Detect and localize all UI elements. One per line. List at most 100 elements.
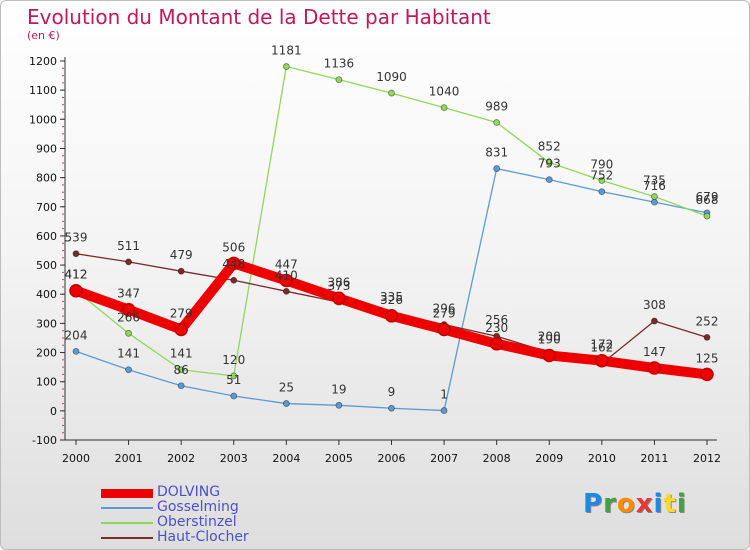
logo-letter: t: [663, 489, 677, 519]
data-label-oberstinzel: 1181: [271, 44, 302, 58]
data-label-gosselming: 86: [174, 363, 189, 377]
x-tick-label: 2009: [535, 452, 563, 465]
data-label-haut-clocher: 373: [327, 279, 350, 293]
data-label-haut-clocher: 479: [170, 248, 193, 262]
y-tick-label: 1200: [29, 55, 57, 68]
data-point-haut-clocher: [703, 333, 711, 341]
legend: DOLVING Gosselming Oberstinzel Haut-Clocher: [101, 484, 301, 545]
x-tick-label: 2003: [220, 452, 248, 465]
logo-letter: P: [583, 489, 604, 519]
data-point-dolving: [69, 283, 83, 298]
data-label-gosselming: 25: [279, 381, 294, 395]
data-point-oberstinzel: [125, 329, 132, 337]
legend-swatch: [101, 489, 153, 498]
logo-letter: o: [616, 489, 636, 519]
data-point-haut-clocher: [230, 276, 238, 284]
x-tick-label: 2005: [325, 452, 353, 465]
data-point-dolving: [647, 361, 662, 375]
logo-letter: i: [653, 489, 664, 519]
legend-swatch: [101, 507, 153, 509]
x-tick-label: 2008: [483, 452, 511, 465]
y-tick-label: -100: [32, 434, 57, 447]
data-label-oberstinzel: 1040: [429, 85, 460, 99]
data-label-dolving: 125: [696, 351, 719, 365]
data-label-oberstinzel: 1090: [376, 70, 407, 84]
data-point-oberstinzel: [545, 159, 553, 166]
data-label-dolving: 190: [538, 332, 561, 346]
data-label-gosselming: 9: [388, 385, 396, 399]
data-label-oberstinzel: 852: [538, 139, 561, 153]
data-label-haut-clocher: 162: [590, 341, 613, 355]
x-tick-label: 2010: [588, 452, 616, 465]
legend-item-haut-clocher: Haut-Clocher: [101, 529, 301, 545]
data-point-dolving: [489, 337, 504, 351]
data-point-dolving: [542, 348, 556, 363]
data-label-oberstinzel: 412: [65, 268, 88, 282]
data-point-dolving: [332, 291, 346, 306]
data-label-gosselming: 793: [538, 157, 561, 171]
y-tick-label: 200: [36, 347, 57, 360]
x-tick-label: 2007: [430, 452, 458, 465]
data-label-haut-clocher: 252: [696, 314, 719, 328]
legend-swatch: [101, 522, 153, 524]
y-tick-label: 0: [50, 405, 57, 418]
data-point-dolving: [384, 309, 399, 323]
data-label-haut-clocher: 256: [485, 313, 508, 327]
data-point-dolving: [279, 273, 294, 288]
data-point-oberstinzel: [335, 76, 343, 84]
data-point-haut-clocher: [72, 250, 80, 258]
legend-label: Haut-Clocher: [157, 529, 249, 545]
data-label-oberstinzel: 989: [485, 100, 508, 114]
data-point-dolving: [700, 367, 714, 382]
data-label-gosselming: 831: [485, 146, 508, 160]
legend-label: Gosselming: [157, 499, 239, 515]
data-label-haut-clocher: 200: [538, 330, 561, 344]
data-point-gosselming: [72, 347, 80, 355]
data-point-dolving: [437, 322, 451, 337]
data-point-oberstinzel: [230, 372, 238, 380]
data-point-dolving: [595, 353, 609, 368]
data-point-oberstinzel: [388, 89, 395, 97]
data-label-gosselming: 679: [696, 190, 719, 204]
x-tick-label: 2011: [640, 452, 668, 465]
y-tick-label: 1100: [29, 84, 57, 97]
data-label-gosselming: 141: [117, 347, 140, 361]
data-label-haut-clocher: 296: [433, 302, 456, 316]
legend-item-oberstinzel: Oberstinzel: [101, 514, 301, 530]
data-label-haut-clocher: 410: [275, 268, 298, 282]
x-tick-label: 2000: [62, 452, 90, 465]
data-point-dolving: [174, 322, 188, 337]
y-tick-label: 300: [36, 317, 57, 330]
x-tick-label: 2004: [272, 452, 300, 465]
data-label-dolving: 506: [222, 240, 245, 254]
data-label-oberstinzel: 141: [170, 347, 193, 361]
data-label-haut-clocher: 308: [643, 298, 666, 312]
data-point-gosselming: [335, 401, 343, 409]
data-label-dolving: 172: [590, 338, 613, 352]
data-label-oberstinzel: 790: [590, 158, 613, 172]
legend-label: Oberstinzel: [157, 514, 237, 530]
x-tick-label: 2006: [378, 452, 406, 465]
data-point-haut-clocher: [651, 317, 658, 325]
data-point-gosselming: [545, 176, 553, 184]
data-label-gosselming: 204: [65, 328, 88, 342]
legend-item-gosselming: Gosselming: [101, 499, 301, 515]
chart-title: Evolution du Montant de la Dette par Hab…: [27, 5, 491, 29]
data-label-oberstinzel: 735: [643, 174, 666, 188]
data-point-dolving: [227, 256, 241, 271]
chart-subtitle: (en €): [27, 29, 60, 42]
y-tick-label: 100: [36, 376, 57, 389]
y-tick-label: 500: [36, 259, 57, 272]
data-point-oberstinzel: [440, 104, 448, 112]
data-point-dolving: [121, 302, 136, 317]
data-point-gosselming: [388, 404, 395, 412]
data-point-oberstinzel: [598, 177, 606, 184]
data-point-haut-clocher: [177, 267, 185, 275]
data-point-oberstinzel: [177, 366, 185, 374]
data-point-gosselming: [177, 382, 185, 390]
data-point-oberstinzel: [703, 212, 711, 220]
data-point-oberstinzel: [651, 193, 658, 200]
data-point-oberstinzel: [282, 63, 290, 70]
